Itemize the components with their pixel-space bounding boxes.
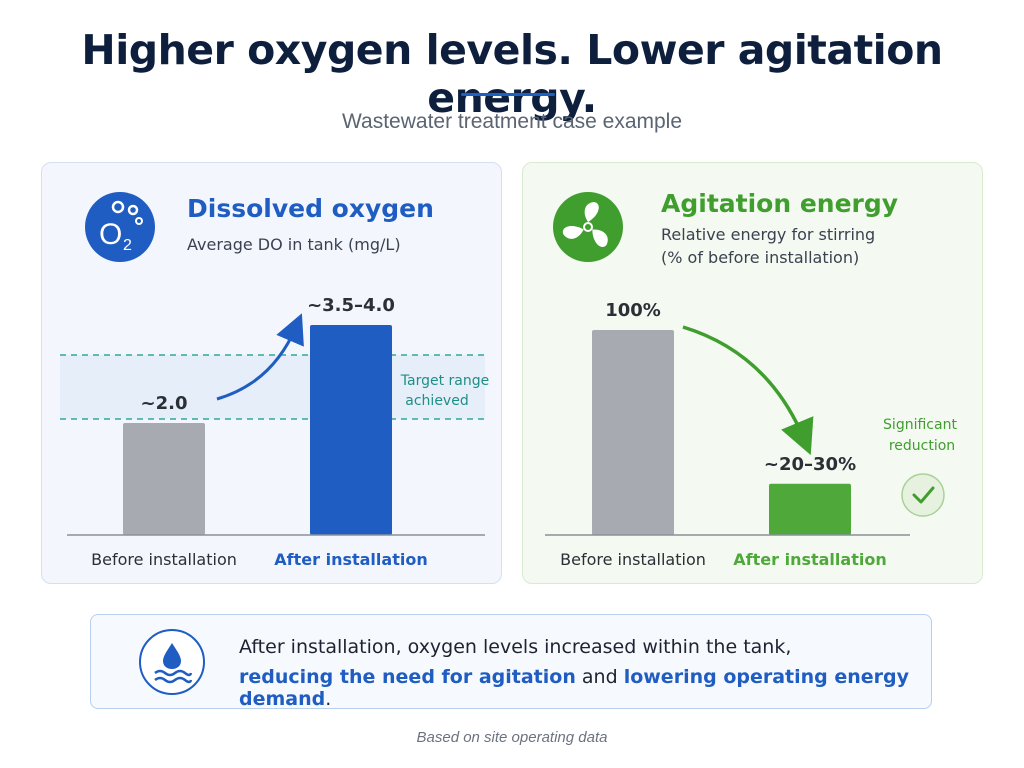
- bar-before: [592, 330, 674, 535]
- summary-callout: After installation, oxygen levels increa…: [90, 614, 932, 710]
- bar-before: [123, 423, 205, 535]
- bar-value-label: ~2.0: [141, 393, 188, 414]
- reduction-label-line2: reduction: [889, 438, 955, 454]
- callout-connector: and: [575, 666, 624, 688]
- title-underline: [461, 93, 555, 96]
- bar-value-label: ~3.5–4.0: [307, 295, 395, 316]
- reduction-arrow: [682, 325, 814, 456]
- page-subtitle: Wastewater treatment case example: [341, 110, 683, 133]
- category-label: After installation: [733, 550, 886, 569]
- bar-after: [310, 325, 392, 535]
- agitation-energy-subtitle-line2: (% of before installation): [661, 248, 860, 267]
- agitation-energy-title: Agitation energy: [661, 189, 899, 218]
- dissolved-oxygen-panel: O 2 Dissolved oxygen Average DO in tank …: [41, 162, 502, 584]
- agitation-energy-panel: Agitation energy Relative energy for sti…: [522, 162, 983, 584]
- callout-highlight-energy: lowering operating energy demand: [239, 666, 910, 710]
- bar-value-label: 100%: [605, 300, 661, 321]
- footnote: Based on site operating data: [416, 729, 608, 746]
- callout-text-line2: reducing the need for agitation and lowe…: [239, 666, 931, 710]
- dissolved-oxygen-subtitle: Average DO in tank (mg/L): [187, 235, 401, 254]
- dissolved-oxygen-title: Dissolved oxygen: [187, 194, 434, 223]
- callout-highlight-reducing: reducing the: [239, 666, 383, 688]
- o2-icon-letter: O: [99, 218, 122, 251]
- callout-highlight-agitation: need for agitation: [382, 666, 576, 688]
- o2-icon: O 2: [85, 192, 155, 262]
- category-label: Before installation: [560, 550, 706, 569]
- callout-period: .: [325, 688, 332, 710]
- target-range-label-line2: achieved: [405, 393, 468, 409]
- agitation-energy-subtitle-line1: Relative energy for stirring: [661, 225, 876, 244]
- fan-icon: [553, 192, 623, 262]
- water-drop-icon: [139, 629, 205, 695]
- reduction-label-line1: Significant: [883, 417, 957, 433]
- increase-arrow: [216, 313, 304, 401]
- page-title: Higher oxygen levels. Lower agitation en…: [81, 26, 943, 122]
- target-range-label-line1: Target range: [400, 373, 489, 389]
- bar-after: [769, 483, 851, 535]
- dissolved-oxygen-chart: Target range achieved ~2.0 Before install…: [60, 295, 489, 569]
- agitation-energy-chart: 100% Before installation ~20–30% After inst…: [545, 300, 957, 569]
- bar-value-label: ~20–30%: [764, 454, 856, 475]
- category-label: After installation: [274, 550, 427, 569]
- o2-icon-subscript: 2: [123, 237, 132, 254]
- callout-text-line1: After installation, oxygen levels increa…: [239, 636, 792, 658]
- category-label: Before installation: [91, 550, 237, 569]
- check-icon: [901, 473, 945, 517]
